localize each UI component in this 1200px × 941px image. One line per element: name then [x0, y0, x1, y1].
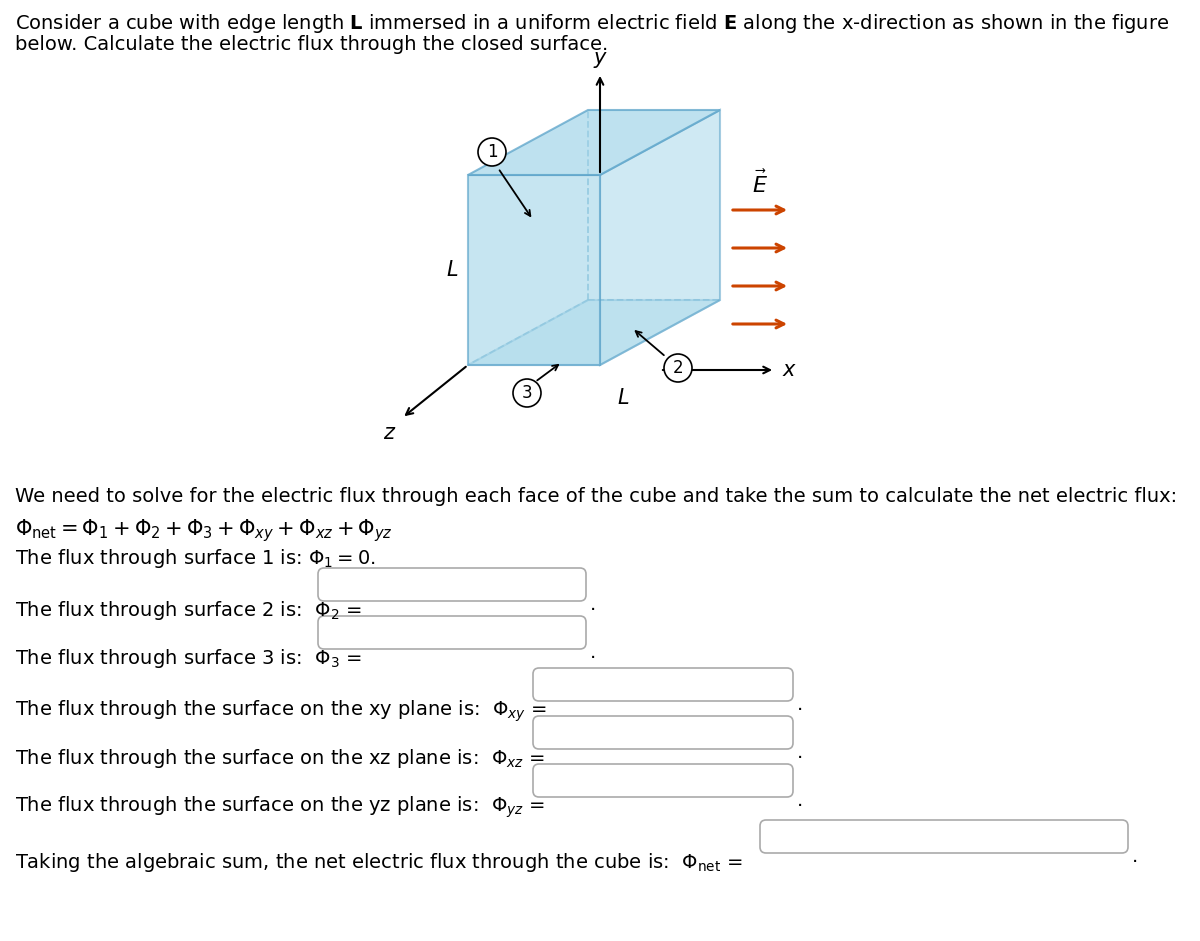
Circle shape [664, 354, 692, 382]
Text: 3: 3 [522, 384, 533, 402]
FancyBboxPatch shape [533, 716, 793, 749]
FancyBboxPatch shape [760, 820, 1128, 853]
Polygon shape [468, 300, 720, 365]
Text: 1: 1 [487, 143, 497, 161]
Text: L: L [617, 388, 629, 408]
Text: x: x [784, 360, 796, 380]
Text: The flux through surface 3 is:  $\Phi_3$ =: The flux through surface 3 is: $\Phi_3$ … [14, 647, 362, 670]
FancyBboxPatch shape [533, 668, 793, 701]
Text: The flux through the surface on the xy plane is:  $\Phi_{xy}$ =: The flux through the surface on the xy p… [14, 699, 547, 725]
Text: We need to solve for the electric flux through each face of the cube and take th: We need to solve for the electric flux t… [14, 487, 1177, 506]
Circle shape [514, 379, 541, 407]
FancyBboxPatch shape [318, 616, 586, 649]
Text: y: y [594, 48, 606, 68]
Text: L: L [446, 260, 458, 280]
Text: The flux through the surface on the xz plane is:  $\Phi_{xz}$ =: The flux through the surface on the xz p… [14, 747, 545, 770]
Text: .: . [797, 791, 803, 810]
FancyBboxPatch shape [533, 764, 793, 797]
Text: z: z [383, 423, 394, 443]
Circle shape [478, 138, 506, 166]
Text: .: . [797, 743, 803, 762]
Text: 2: 2 [673, 359, 683, 377]
Polygon shape [468, 110, 720, 175]
Text: The flux through surface 2 is:  $\Phi_2$ =: The flux through surface 2 is: $\Phi_2$ … [14, 599, 362, 622]
Polygon shape [468, 175, 600, 365]
Text: below. Calculate the electric flux through the closed surface.: below. Calculate the electric flux throu… [14, 35, 608, 54]
Polygon shape [600, 110, 720, 365]
FancyBboxPatch shape [318, 568, 586, 601]
Text: $\Phi_{\rm net} = \Phi_1 + \Phi_2 + \Phi_3 + \Phi_{xy} + \Phi_{xz} + \Phi_{yz}$: $\Phi_{\rm net} = \Phi_1 + \Phi_2 + \Phi… [14, 517, 392, 544]
Text: .: . [797, 695, 803, 714]
Text: The flux through the surface on the yz plane is:  $\Phi_{yz}$ =: The flux through the surface on the yz p… [14, 795, 545, 821]
Text: $\vec{E}$: $\vec{E}$ [752, 169, 768, 197]
Text: Consider a cube with edge length $\mathbf{L}$ immersed in a uniform electric fie: Consider a cube with edge length $\mathb… [14, 12, 1169, 35]
Text: Taking the algebraic sum, the net electric flux through the cube is:  $\Phi_{\rm: Taking the algebraic sum, the net electr… [14, 851, 743, 874]
Text: .: . [590, 643, 596, 662]
Text: .: . [590, 595, 596, 614]
Text: The flux through surface 1 is: $\Phi_1 = 0$.: The flux through surface 1 is: $\Phi_1 =… [14, 547, 376, 570]
Text: .: . [1132, 847, 1139, 866]
